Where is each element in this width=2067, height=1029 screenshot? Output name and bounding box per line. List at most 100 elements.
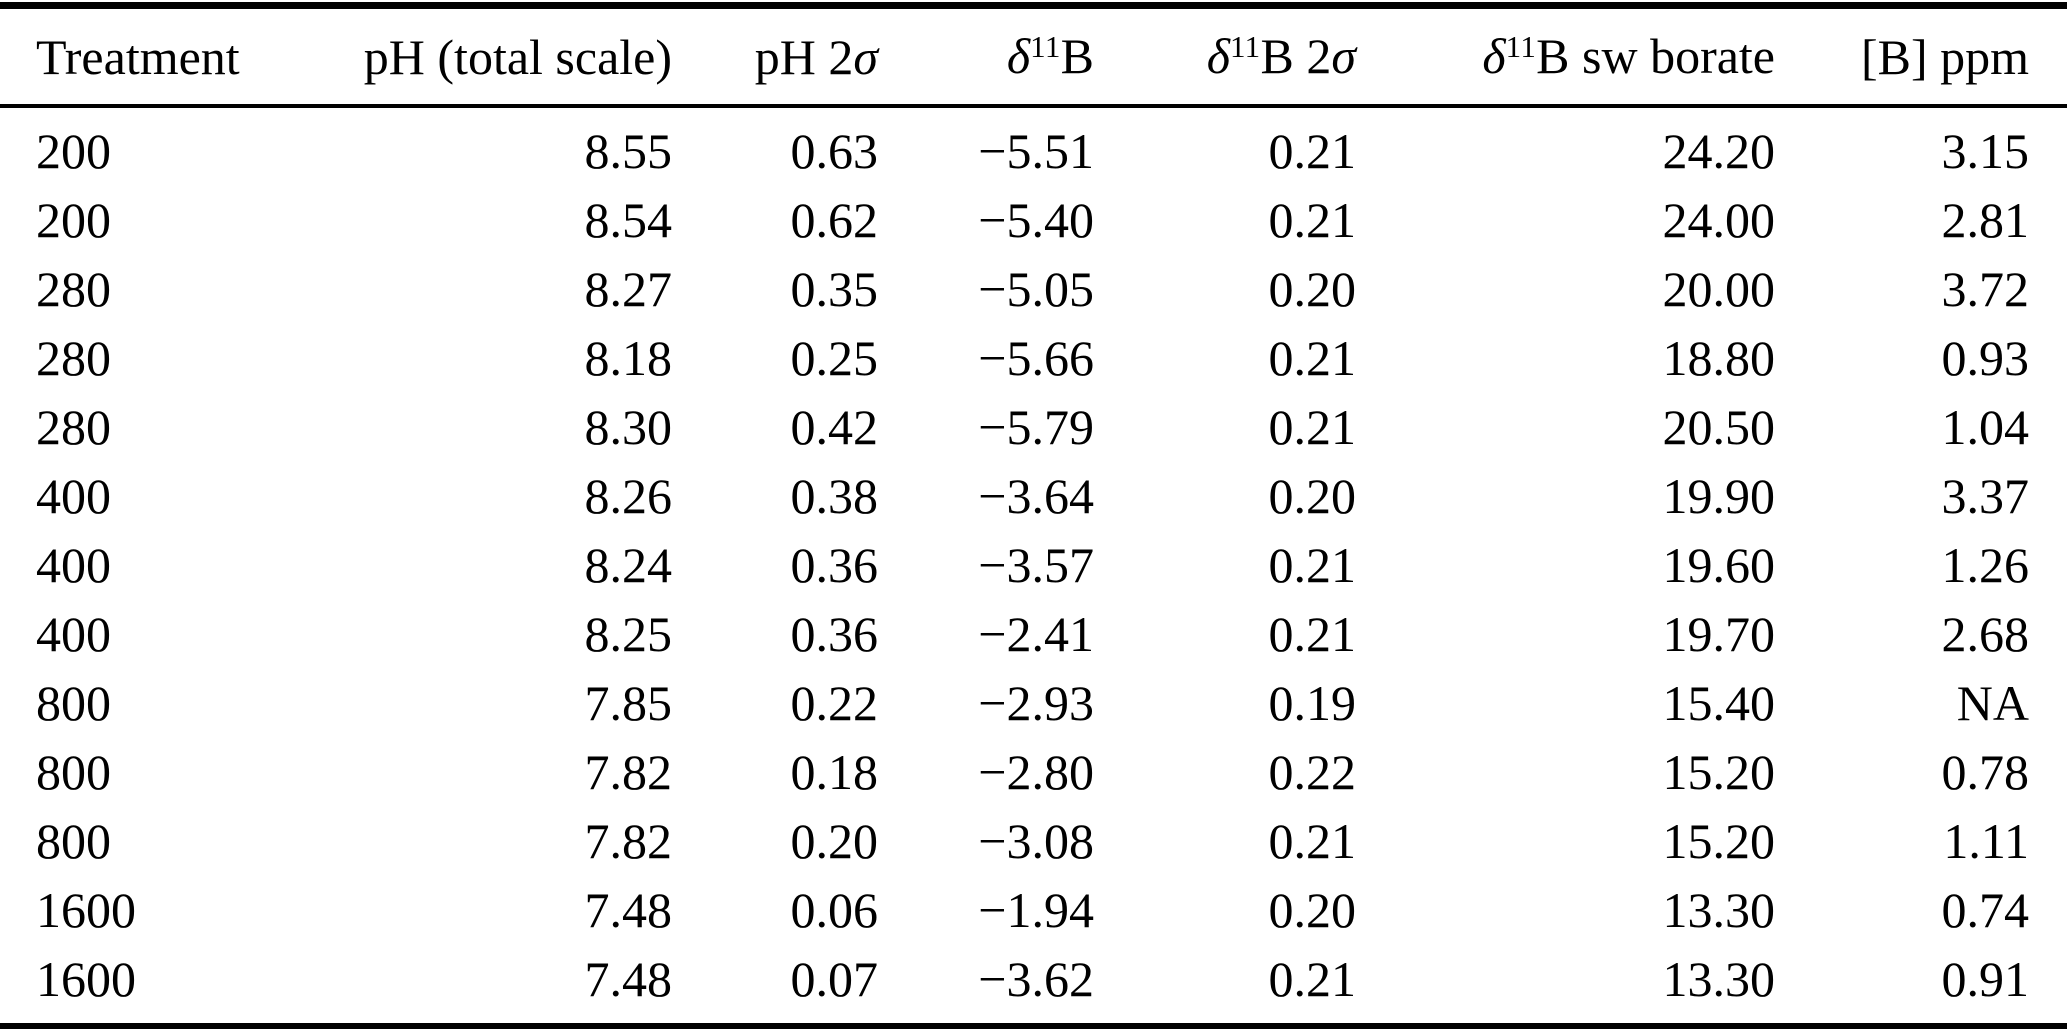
cell-ph-total-scale: 8.30: [584, 398, 673, 455]
cell-d11b-sw-borate: 19.60: [1662, 536, 1776, 593]
col-header-treatment: Treatment: [0, 5, 340, 108]
cell-d11b-2sigma: 0.20: [1268, 260, 1357, 317]
cell-d11b-sw-borate: 15.20: [1662, 743, 1776, 800]
table-row: 280 8.30 0.42 −5.79 0.21 20.50 1.04: [0, 392, 2067, 461]
table-row: 800 7.85 0.22 −2.93 0.19 15.40 NA: [0, 668, 2067, 737]
cell-d11b-sw-borate: 18.80: [1662, 329, 1776, 386]
cell-ph-2sigma: 0.25: [790, 329, 879, 386]
cell-d11b-2sigma: 0.21: [1268, 605, 1357, 662]
cell-d11b: −2.93: [978, 674, 1094, 731]
cell-treatment: 400: [36, 536, 111, 593]
cell-d11b: −5.05: [978, 260, 1094, 317]
cell-ph-total-scale: 7.48: [584, 950, 673, 1007]
cell-d11b-sw-borate: 15.20: [1662, 812, 1776, 869]
cell-ph-2sigma: 0.62: [790, 191, 879, 248]
cell-ph-total-scale: 8.18: [584, 329, 673, 386]
header-label-part: 11: [1505, 29, 1537, 65]
cell-ph-2sigma: 0.35: [790, 260, 879, 317]
cell-ph-total-scale: 7.48: [584, 881, 673, 938]
cell-treatment: 800: [36, 674, 111, 731]
cell-treatment: 400: [36, 605, 111, 662]
cell-d11b: −3.08: [978, 812, 1094, 869]
cell-b-ppm: 0.74: [1941, 881, 2030, 938]
cell-d11b-2sigma: 0.21: [1268, 122, 1357, 179]
cell-d11b-sw-borate: 20.00: [1662, 260, 1776, 317]
cell-treatment: 280: [36, 398, 111, 455]
cell-d11b: −3.62: [978, 950, 1094, 1007]
cell-treatment: 1600: [36, 950, 136, 1007]
cell-ph-total-scale: 8.25: [584, 605, 673, 662]
cell-d11b-2sigma: 0.19: [1268, 674, 1357, 731]
cell-ph-2sigma: 0.20: [790, 812, 879, 869]
cell-treatment: 280: [36, 329, 111, 386]
cell-d11b-sw-borate: 20.50: [1662, 398, 1776, 455]
cell-b-ppm: 0.93: [1941, 329, 2030, 386]
cell-ph-2sigma: 0.36: [790, 605, 879, 662]
header-label-part: pH (total scale): [363, 28, 672, 85]
cell-ph-2sigma: 0.07: [790, 950, 879, 1007]
cell-d11b-2sigma: 0.21: [1268, 398, 1357, 455]
header-label-part: [B] ppm: [1860, 28, 2029, 85]
cell-ph-2sigma: 0.18: [790, 743, 879, 800]
cell-b-ppm: 0.78: [1941, 743, 2030, 800]
table-header: Treatment pH (total scale) pH 2σ δ11B δ11B 2…: [0, 5, 2067, 108]
header-label-part: δ: [1006, 28, 1031, 85]
cell-d11b-2sigma: 0.21: [1268, 191, 1357, 248]
cell-b-ppm: NA: [1956, 674, 2029, 731]
cell-d11b-2sigma: 0.21: [1268, 329, 1357, 386]
cell-d11b-2sigma: 0.21: [1268, 950, 1357, 1007]
cell-d11b-sw-borate: 13.30: [1662, 950, 1776, 1007]
table-row: 280 8.18 0.25 −5.66 0.21 18.80 0.93: [0, 323, 2067, 392]
cell-b-ppm: 2.81: [1941, 191, 2030, 248]
cell-d11b-2sigma: 0.21: [1268, 812, 1357, 869]
table-row: 1600 7.48 0.06 −1.94 0.20 13.30 0.74: [0, 875, 2067, 944]
cell-ph-total-scale: 8.54: [584, 191, 673, 248]
cell-b-ppm: 1.11: [1943, 812, 2029, 869]
cell-d11b: −5.79: [978, 398, 1094, 455]
cell-treatment: 200: [36, 191, 111, 248]
cell-d11b: −5.66: [978, 329, 1094, 386]
cell-treatment: 800: [36, 812, 111, 869]
cell-b-ppm: 3.37: [1941, 467, 2030, 524]
header-label-part: σ: [853, 28, 878, 85]
header-label-part: δ: [1482, 28, 1506, 85]
col-header-b-ppm: [B] ppm: [1775, 5, 2067, 108]
cell-d11b: −2.80: [978, 743, 1094, 800]
cell-b-ppm: 0.91: [1941, 950, 2030, 1007]
header-label-part: pH 2: [754, 28, 854, 85]
cell-treatment: 400: [36, 467, 111, 524]
cell-treatment: 200: [36, 122, 111, 179]
cell-ph-2sigma: 0.06: [790, 881, 879, 938]
cell-d11b-sw-borate: 24.20: [1662, 122, 1776, 179]
cell-d11b: −3.64: [978, 467, 1094, 524]
cell-ph-total-scale: 7.85: [584, 674, 673, 731]
cell-ph-2sigma: 0.38: [790, 467, 879, 524]
cell-d11b: −1.94: [978, 881, 1094, 938]
col-header-ph-total-scale: pH (total scale): [340, 5, 672, 108]
cell-treatment: 800: [36, 743, 111, 800]
cell-d11b-sw-borate: 13.30: [1662, 881, 1776, 938]
cell-d11b-2sigma: 0.22: [1268, 743, 1357, 800]
cell-b-ppm: 1.26: [1941, 536, 2030, 593]
col-header-ph-2sigma: pH 2σ: [672, 5, 878, 108]
table-row: 1600 7.48 0.07 −3.62 0.21 13.30 0.91: [0, 944, 2067, 1026]
cell-ph-2sigma: 0.42: [790, 398, 879, 455]
cell-ph-total-scale: 8.26: [584, 467, 673, 524]
cell-ph-total-scale: 8.55: [584, 122, 673, 179]
cell-ph-2sigma: 0.63: [790, 122, 879, 179]
cell-ph-total-scale: 7.82: [584, 812, 673, 869]
table-body: 200 8.55 0.63 −5.51 0.21 24.20 3.15 200 8.54 0.62…: [0, 106, 2067, 1026]
table-row: 800 7.82 0.18 −2.80 0.22 15.20 0.78: [0, 737, 2067, 806]
cell-treatment: 1600: [36, 881, 136, 938]
cell-b-ppm: 2.68: [1941, 605, 2030, 662]
cell-d11b: −5.40: [978, 191, 1094, 248]
cell-d11b-2sigma: 0.20: [1268, 881, 1357, 938]
cell-b-ppm: 1.04: [1941, 398, 2030, 455]
cell-ph-total-scale: 8.24: [584, 536, 673, 593]
table-row: 800 7.82 0.20 −3.08 0.21 15.20 1.11: [0, 806, 2067, 875]
cell-ph-2sigma: 0.36: [790, 536, 879, 593]
cell-d11b-sw-borate: 19.70: [1662, 605, 1776, 662]
header-label-part: 11: [1030, 29, 1061, 65]
header-label-part: B 2: [1260, 28, 1332, 85]
